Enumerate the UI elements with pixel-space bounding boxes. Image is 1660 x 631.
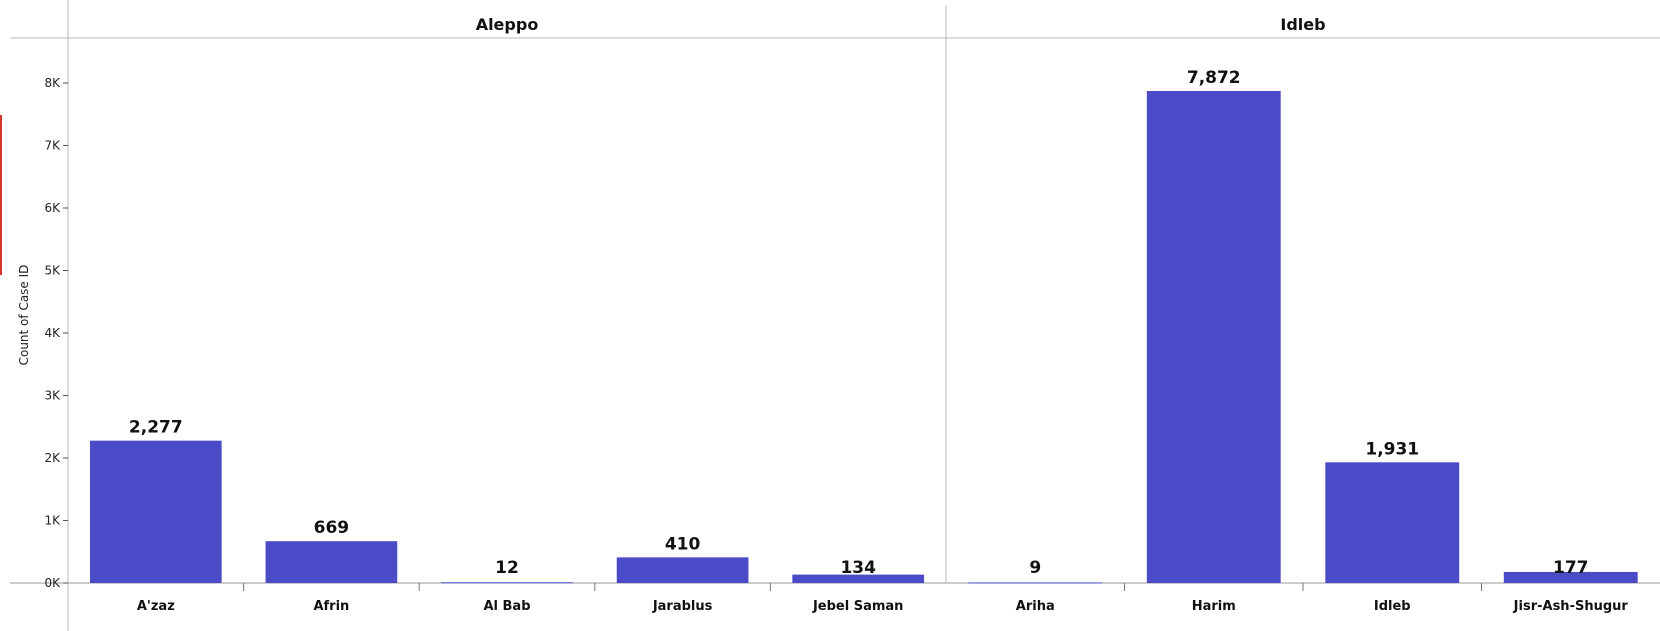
bar[interactable] [89, 440, 222, 583]
y-tick-label: 5K [44, 264, 61, 278]
panels: Aleppo 2,277 A'zaz 669 Afrin 12 Al Bab 410 Jarab… [89, 6, 1638, 614]
y-tick-label: 2K [44, 451, 61, 465]
y-tick-label: 0K [44, 576, 61, 590]
x-tick-label: Jisr-Ash-Shugur [1513, 599, 1629, 614]
bar[interactable] [265, 541, 398, 583]
data-label: 410 [665, 534, 701, 554]
data-label: 12 [495, 558, 519, 578]
y-tick-label: 1K [44, 514, 61, 528]
x-tick-label: Jarablus [652, 599, 713, 614]
bar[interactable] [616, 557, 749, 583]
bar[interactable] [968, 582, 1103, 584]
y-tick-label: 4K [44, 326, 61, 340]
x-tick-label: Idleb [1374, 599, 1411, 614]
bar[interactable] [1146, 91, 1281, 583]
y-tick-label: 3K [44, 389, 61, 403]
y-tick-label: 6K [44, 201, 61, 215]
y-tick-label: 7K [44, 139, 61, 153]
y-axis-label: Count of Case ID [17, 265, 31, 366]
data-label: 7,872 [1187, 68, 1241, 88]
x-tick-label: A'zaz [137, 599, 175, 614]
bar[interactable] [1325, 462, 1460, 583]
x-tick-label: Al Bab [483, 599, 530, 614]
data-label: 9 [1029, 558, 1041, 578]
x-tick-label: Jebel Saman [812, 599, 903, 614]
data-label: 2,277 [129, 418, 183, 438]
bar[interactable] [1503, 571, 1638, 583]
data-label: 177 [1553, 558, 1589, 578]
panel-title: Idleb [1280, 15, 1325, 34]
data-label: 669 [314, 518, 350, 538]
panel-aleppo: Aleppo 2,277 A'zaz 669 Afrin 12 Al Bab 410 Jarab… [89, 15, 925, 614]
y-axis: 0K 1K 2K 3K 4K 5K 6K 7K 8K [44, 76, 68, 590]
x-tick-label: Afrin [313, 599, 349, 614]
bar[interactable] [441, 582, 573, 584]
bar[interactable] [792, 574, 925, 583]
x-tick-label: Ariha [1016, 599, 1055, 614]
panel-idleb: Idleb 9 Ariha 7,872 Harim 1,931 Idleb 177 Jisr-A… [945, 6, 1638, 614]
x-tick-label: Harim [1192, 599, 1236, 614]
panel-title: Aleppo [476, 15, 539, 34]
data-label: 1,931 [1365, 439, 1419, 459]
y-tick-label: 8K [44, 76, 61, 90]
left-accent-bar [0, 115, 2, 275]
data-label: 134 [840, 558, 876, 578]
